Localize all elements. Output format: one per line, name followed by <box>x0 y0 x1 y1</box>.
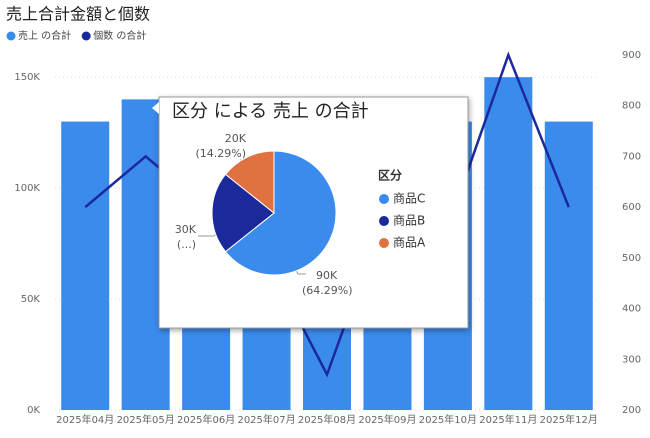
x-tick-label: 2025年05月 <box>117 413 175 426</box>
tooltip-pointer <box>152 102 159 114</box>
data-label: 20K <box>225 132 247 145</box>
y2-tick-label: 700 <box>622 151 641 162</box>
data-label: 90K <box>316 269 338 282</box>
x-tick-label: 2025年09月 <box>358 413 416 426</box>
legend-marker <box>81 31 91 41</box>
y2-tick-label: 800 <box>622 101 641 112</box>
y2-tick-label: 400 <box>622 304 641 315</box>
bar <box>484 77 533 410</box>
legend-marker <box>379 238 389 248</box>
x-tick-label: 2025年08月 <box>298 413 356 426</box>
y2-tick-label: 600 <box>622 202 641 213</box>
tooltip-title: 区分 による 売上 の合計 <box>172 101 369 122</box>
x-tick-label: 2025年12月 <box>540 413 598 426</box>
legend-title: 区分 <box>378 168 402 183</box>
legend-label: 売上 の合計 <box>18 29 71 42</box>
pie-slice <box>211 173 275 253</box>
x-tick-label: 2025年10月 <box>419 413 477 426</box>
percent-label: (64.29%) <box>302 284 353 297</box>
y-tick-label: 0K <box>27 405 40 416</box>
chart-title: 売上合計金額と個数 <box>6 5 150 24</box>
x-tick-label: 2025年11月 <box>479 413 537 426</box>
legend-marker <box>379 194 389 204</box>
legend-marker <box>379 216 389 226</box>
pie-slice <box>224 150 337 276</box>
bar <box>61 121 110 410</box>
percent-label: (14.29%) <box>195 147 246 160</box>
y-tick-label: 100K <box>14 183 40 194</box>
legend-marker <box>6 31 16 41</box>
x-tick-label: 2025年04月 <box>56 413 114 426</box>
legend-label: 個数 の合計 <box>93 29 146 42</box>
y2-tick-label: 900 <box>622 50 641 61</box>
legend-label: 商品B <box>393 213 425 228</box>
x-tick-label: 2025年07月 <box>237 413 295 426</box>
x-tick-label: 2025年06月 <box>177 413 235 426</box>
legend-label: 商品C <box>393 191 425 206</box>
y-tick-label: 50K <box>21 294 41 305</box>
legend-label: 商品A <box>393 235 426 250</box>
y2-tick-label: 300 <box>622 354 641 365</box>
y2-tick-label: 500 <box>622 253 641 264</box>
pie-slice <box>224 150 275 215</box>
percent-label: (...) <box>177 238 196 251</box>
tooltip: 区分 による 売上 の合計 区分 90K (64.29%) 商品C 30K (...) 商… <box>152 96 469 329</box>
y2-tick-label: 200 <box>622 405 641 416</box>
data-label: 30K <box>175 223 197 236</box>
combo-chart: 売上 の合計 個数 の合計 0K 50K 100K 150K 200 300 400 500 600… <box>6 29 641 426</box>
y-tick-label: 150K <box>14 72 40 83</box>
